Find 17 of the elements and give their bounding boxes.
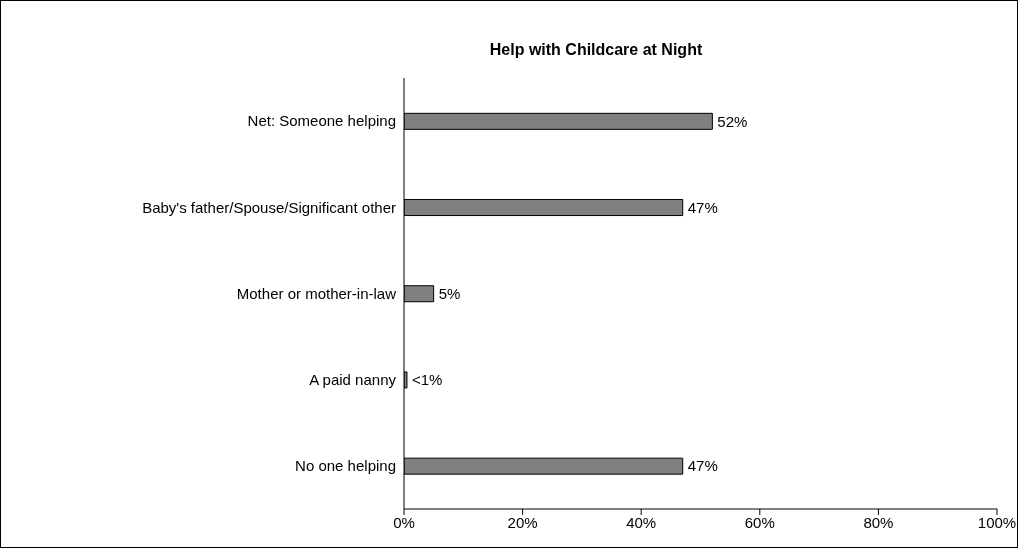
x-tick-label: 40% — [626, 513, 657, 531]
y-tick-label: No one helping — [295, 457, 396, 475]
x-tick-label: 80% — [863, 513, 894, 531]
data-label: 5% — [438, 285, 461, 303]
data-label: 52% — [717, 112, 748, 130]
x-tick-label: 100% — [977, 513, 1017, 531]
x-tick-label: 0% — [393, 513, 415, 531]
data-label: 47% — [687, 457, 718, 475]
y-tick-label: Mother or mother-in-law — [236, 284, 397, 302]
y-tick-label: A paid nanny — [309, 371, 397, 389]
x-tick-label: 60% — [744, 513, 775, 531]
x-tick-label: 20% — [507, 513, 538, 531]
y-tick-label: Net: Someone helping — [247, 112, 396, 130]
y-tick-label: Baby's father/Spouse/Significant other — [142, 198, 396, 216]
chart-title: Help with Childcare at Night — [488, 41, 704, 59]
data-label: 47% — [687, 198, 718, 216]
data-label: <1% — [411, 371, 443, 389]
